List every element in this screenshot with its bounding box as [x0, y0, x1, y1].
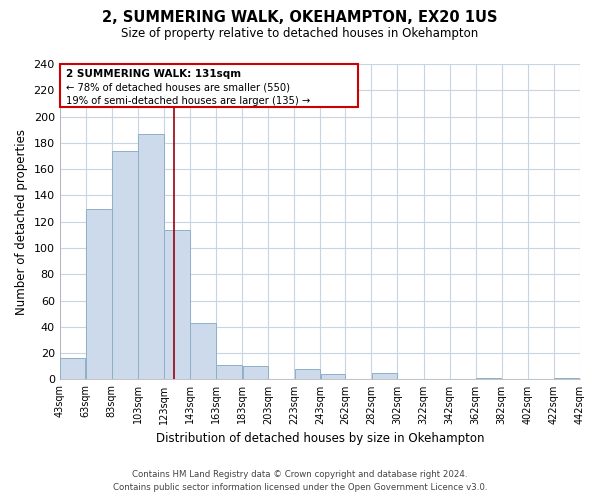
Bar — [554, 378, 580, 380]
Bar — [217, 365, 242, 380]
Bar — [242, 366, 268, 380]
Text: 2, SUMMERING WALK, OKEHAMPTON, EX20 1US: 2, SUMMERING WALK, OKEHAMPTON, EX20 1US — [102, 10, 498, 25]
Bar — [60, 358, 85, 380]
Text: Size of property relative to detached houses in Okehampton: Size of property relative to detached ho… — [121, 28, 479, 40]
Bar — [190, 323, 216, 380]
Bar — [295, 369, 320, 380]
X-axis label: Distribution of detached houses by size in Okehampton: Distribution of detached houses by size … — [155, 432, 484, 445]
Bar — [86, 208, 112, 380]
Bar — [138, 134, 164, 380]
Text: ← 78% of detached houses are smaller (550): ← 78% of detached houses are smaller (55… — [65, 82, 290, 92]
Y-axis label: Number of detached properties: Number of detached properties — [15, 128, 28, 314]
Text: Contains HM Land Registry data © Crown copyright and database right 2024.
Contai: Contains HM Land Registry data © Crown c… — [113, 470, 487, 492]
Bar — [164, 230, 190, 380]
Bar — [371, 373, 397, 380]
Text: 19% of semi-detached houses are larger (135) →: 19% of semi-detached houses are larger (… — [65, 96, 310, 106]
Bar — [476, 378, 502, 380]
Bar — [112, 150, 137, 380]
Bar — [321, 374, 345, 380]
Bar — [61, 64, 358, 108]
Text: 2 SUMMERING WALK: 131sqm: 2 SUMMERING WALK: 131sqm — [65, 70, 241, 80]
